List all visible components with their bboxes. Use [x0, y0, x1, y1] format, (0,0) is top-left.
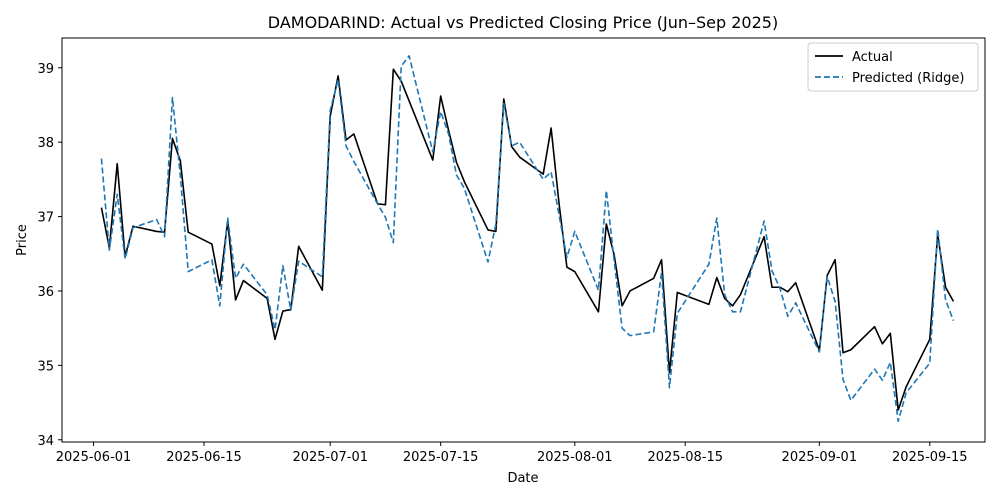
chart-title: DAMODARIND: Actual vs Predicted Closing …	[268, 13, 778, 32]
legend: Actual Predicted (Ridge)	[807, 42, 979, 92]
y-tick-label: 38	[37, 136, 54, 151]
y-tick-label: 36	[37, 285, 54, 300]
plot-frame	[61, 37, 986, 443]
x-tick-label: 2025-08-15	[647, 450, 723, 465]
series-line-predicted	[100, 55, 955, 422]
x-tick-label: 2025-09-15	[892, 450, 968, 465]
y-tick-label: 34	[37, 434, 54, 449]
y-tick-label: 39	[37, 62, 54, 77]
legend-box	[807, 42, 979, 92]
x-tick-label: 2025-07-01	[292, 450, 368, 465]
plot-area	[61, 37, 986, 443]
x-tick-label: 2025-07-15	[403, 450, 479, 465]
x-tick-label: 2025-09-01	[782, 450, 858, 465]
x-tick-label: 2025-06-15	[166, 450, 242, 465]
y-tick-label: 37	[37, 211, 54, 226]
y-axis-title: Price	[15, 224, 30, 256]
legend-label-predicted: Predicted (Ridge)	[852, 71, 964, 86]
series-layer	[100, 55, 955, 422]
y-axis: 34 35 36 37 38 39	[37, 62, 62, 449]
legend-label-actual: Actual	[852, 50, 893, 65]
x-tick-label: 2025-06-01	[56, 450, 132, 465]
x-tick-label: 2025-08-01	[537, 450, 613, 465]
x-axis-title: Date	[507, 471, 538, 486]
x-axis: 2025-06-01 2025-06-15 2025-07-01 2025-07-15…	[56, 442, 968, 465]
y-tick-label: 35	[37, 359, 54, 374]
